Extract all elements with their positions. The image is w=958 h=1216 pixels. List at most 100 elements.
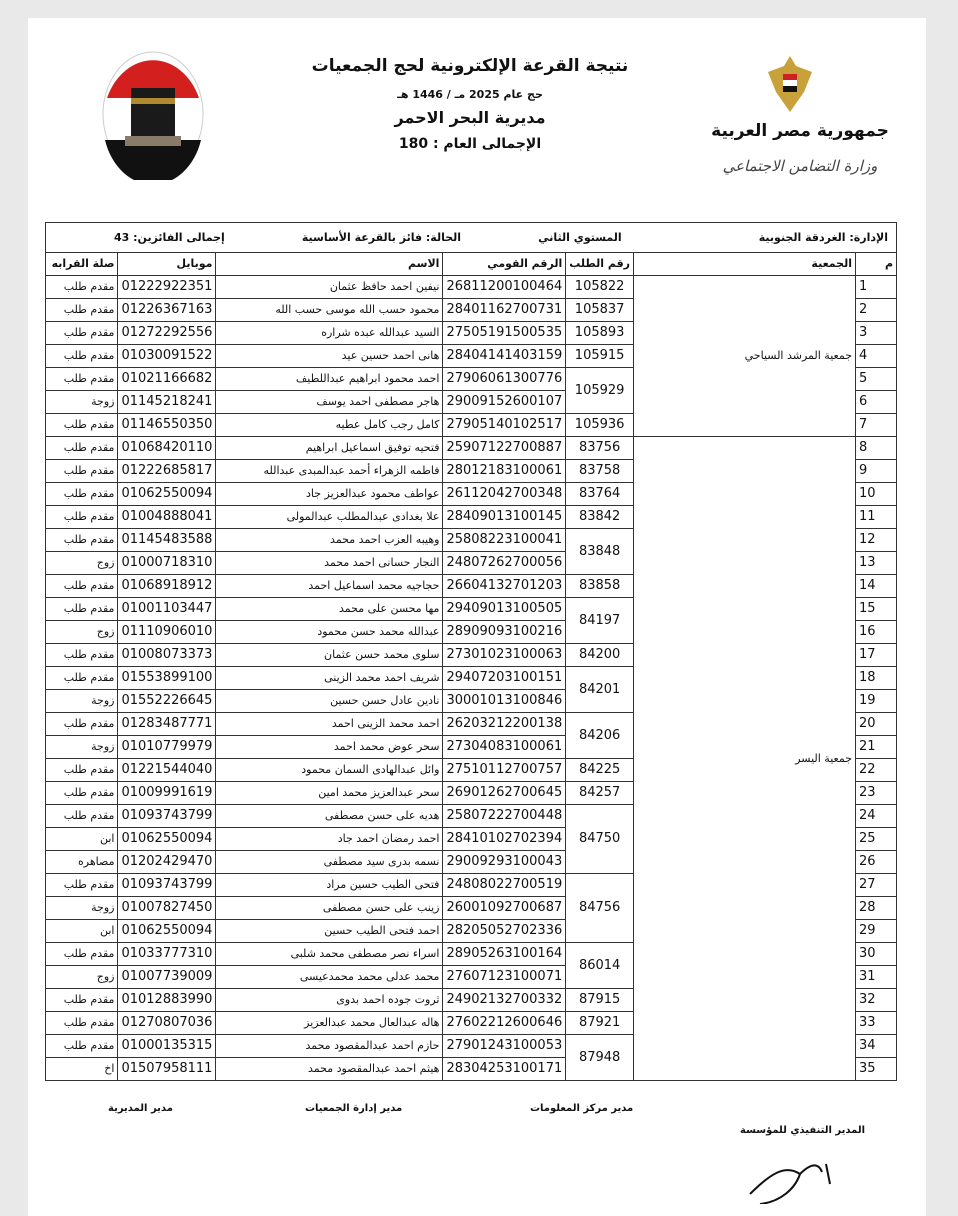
person-name: سحر عبدالعزيز محمد امين xyxy=(215,781,444,805)
association-name: جمعية المرشد السياحي xyxy=(633,275,856,437)
table-row: 35 28304253100171 هيثم احمد عبدالمقصود محم… xyxy=(44,1057,897,1081)
mobile-number: 01222685817 xyxy=(117,459,217,483)
national-id: 27304083100061 xyxy=(442,735,567,759)
table-row: 28 26001092700687 زينب على حسن مصطفى 010078… xyxy=(44,896,897,920)
mobile-number: 01068918912 xyxy=(117,574,217,598)
row-index: 27 xyxy=(855,873,897,897)
national-id: 29009152600107 xyxy=(442,390,567,414)
table-row: 23 84257 26901262700645 سحر عبدالعزيز محمد … xyxy=(44,781,897,805)
mobile-number: 01507958111 xyxy=(117,1057,217,1081)
row-index: 30 xyxy=(855,942,897,966)
row-index: 23 xyxy=(855,781,897,805)
national-id: 26001092700687 xyxy=(442,896,567,920)
person-name: احمد رمضان احمد جاد xyxy=(215,827,444,851)
request-number: 83756 xyxy=(565,436,634,460)
mobile-number: 01033777310 xyxy=(117,942,217,966)
row-index: 16 xyxy=(855,620,897,644)
national-id: 27602212600646 xyxy=(442,1011,567,1035)
person-name: عواطف محمود عبدالعزيز جاد xyxy=(215,482,444,506)
relation: مقدم طلب xyxy=(44,436,119,460)
request-number: 105915 xyxy=(565,344,634,368)
mobile-number: 01272292556 xyxy=(117,321,217,345)
request-number: 84257 xyxy=(565,781,634,805)
person-name: وهيبه العزب احمد محمد xyxy=(215,528,444,552)
column-headers: م الجمعية رقم الطلب الرقم القومي الاسم م… xyxy=(44,252,897,276)
row-index: 29 xyxy=(855,919,897,943)
relation: مقدم طلب xyxy=(44,781,119,805)
mobile-number: 01062550094 xyxy=(117,919,217,943)
request-number: 105822 xyxy=(565,275,634,299)
request-number: 83764 xyxy=(565,482,634,506)
relation: مقدم طلب xyxy=(44,367,119,391)
mobile-number: 01226367163 xyxy=(117,298,217,322)
mobile-number: 01146550350 xyxy=(117,413,217,437)
row-index: 19 xyxy=(855,689,897,713)
national-id: 27510112700757 xyxy=(442,758,567,782)
table-row: 7 105936 27905140102517 كامل رجب كامل عطيه 0… xyxy=(44,413,897,437)
person-name: نيفين احمد حافظ عثمان xyxy=(215,275,444,299)
sig-assoc-admin-manager: مدير إدارة الجمعيات xyxy=(305,1103,403,1114)
national-id: 28012183100061 xyxy=(442,459,567,483)
table-row: 3 105893 27505191500535 السيد عبدالله عبده … xyxy=(44,321,897,345)
table-row: 30 86014 28905263100164 اسراء نصر مصطفى محم… xyxy=(44,942,897,989)
hajj-year: حج عام 2025 مـ / 1446 هـ xyxy=(397,88,543,101)
row-index: 20 xyxy=(855,712,897,736)
mobile-number: 01145218241 xyxy=(117,390,217,414)
relation: مقدم طلب xyxy=(44,712,119,736)
table-row: 21 27304083100061 سحر عوض محمد احمد 0101077… xyxy=(44,735,897,759)
request-number: 105837 xyxy=(565,298,634,322)
association-name: جمعية اليسر xyxy=(633,436,856,1081)
request-number: 86014 xyxy=(565,942,634,989)
row-index: 18 xyxy=(855,666,897,690)
mobile-number: 01009991619 xyxy=(117,781,217,805)
mobile-number: 01202429470 xyxy=(117,850,217,874)
national-id: 28905263100164 xyxy=(442,942,567,966)
table-row: 15 84197 29409013100505 مها محسن على محمد 01… xyxy=(44,597,897,644)
relation: ابن xyxy=(44,827,119,851)
person-name: فتحيه توفيق اسماعيل ابراهيم xyxy=(215,436,444,460)
national-id: 26203212200138 xyxy=(442,712,567,736)
person-name: شريف احمد محمد الزينى xyxy=(215,666,444,690)
person-name: حازم احمد عبدالمقصود محمد xyxy=(215,1034,444,1058)
person-name: زينب على حسن مصطفى xyxy=(215,896,444,920)
row-index: 13 xyxy=(855,551,897,575)
person-name: هاله عبدالعال محمد عبدالعزيز xyxy=(215,1011,444,1035)
person-name: هانى احمد حسين عيد xyxy=(215,344,444,368)
national-id: 28410102702394 xyxy=(442,827,567,851)
relation: مصاهره xyxy=(44,850,119,874)
col-name: الاسم xyxy=(215,252,444,276)
table-row: 22 84225 27510112700757 وائل عبدالهادى السم… xyxy=(44,758,897,782)
request-number: 84756 xyxy=(565,873,634,943)
row-index: 6 xyxy=(855,390,897,414)
table-row: 5 105929 27906061300776 احمد محمود ابراهيم … xyxy=(44,367,897,414)
row-index: 34 xyxy=(855,1034,897,1058)
mobile-number: 01552226645 xyxy=(117,689,217,713)
relation: مقدم طلب xyxy=(44,344,119,368)
request-number: 84750 xyxy=(565,804,634,874)
relation: زوجة xyxy=(44,390,119,414)
request-number: 83842 xyxy=(565,505,634,529)
status: الحالة: فائز بالقرعة الأساسية xyxy=(301,230,462,244)
person-name: نسمه بدرى سيد مصطفى xyxy=(215,850,444,874)
mobile-number: 01007827450 xyxy=(117,896,217,920)
row-index: 33 xyxy=(855,1011,897,1035)
relation: زوج xyxy=(44,965,119,989)
person-name: هديه على حسن مصطفى xyxy=(215,804,444,828)
relation: مقدم طلب xyxy=(44,275,119,299)
row-index: 11 xyxy=(855,505,897,529)
person-name: نادين عادل حسن حسين xyxy=(215,689,444,713)
national-id: 28909093100216 xyxy=(442,620,567,644)
relation: مقدم طلب xyxy=(44,942,119,966)
mobile-number: 01283487771 xyxy=(117,712,217,736)
person-name: النجار حسانى احمد محمد xyxy=(215,551,444,575)
relation: مقدم طلب xyxy=(44,505,119,529)
national-id: 27905140102517 xyxy=(442,413,567,437)
request-number: 87921 xyxy=(565,1011,634,1035)
national-id: 27901243100053 xyxy=(442,1034,567,1058)
table-row: 33 87921 27602212600646 هاله عبدالعال محمد … xyxy=(44,1011,897,1035)
person-name: علا بغدادى عبدالمطلب عبدالمولى xyxy=(215,505,444,529)
mobile-number: 01062550094 xyxy=(117,482,217,506)
table-row: 31 27607123100071 محمد عدلى محمد محمدعيسى 0… xyxy=(44,965,897,989)
request-number: 83858 xyxy=(565,574,634,598)
mobile-number: 01001103447 xyxy=(117,597,217,621)
